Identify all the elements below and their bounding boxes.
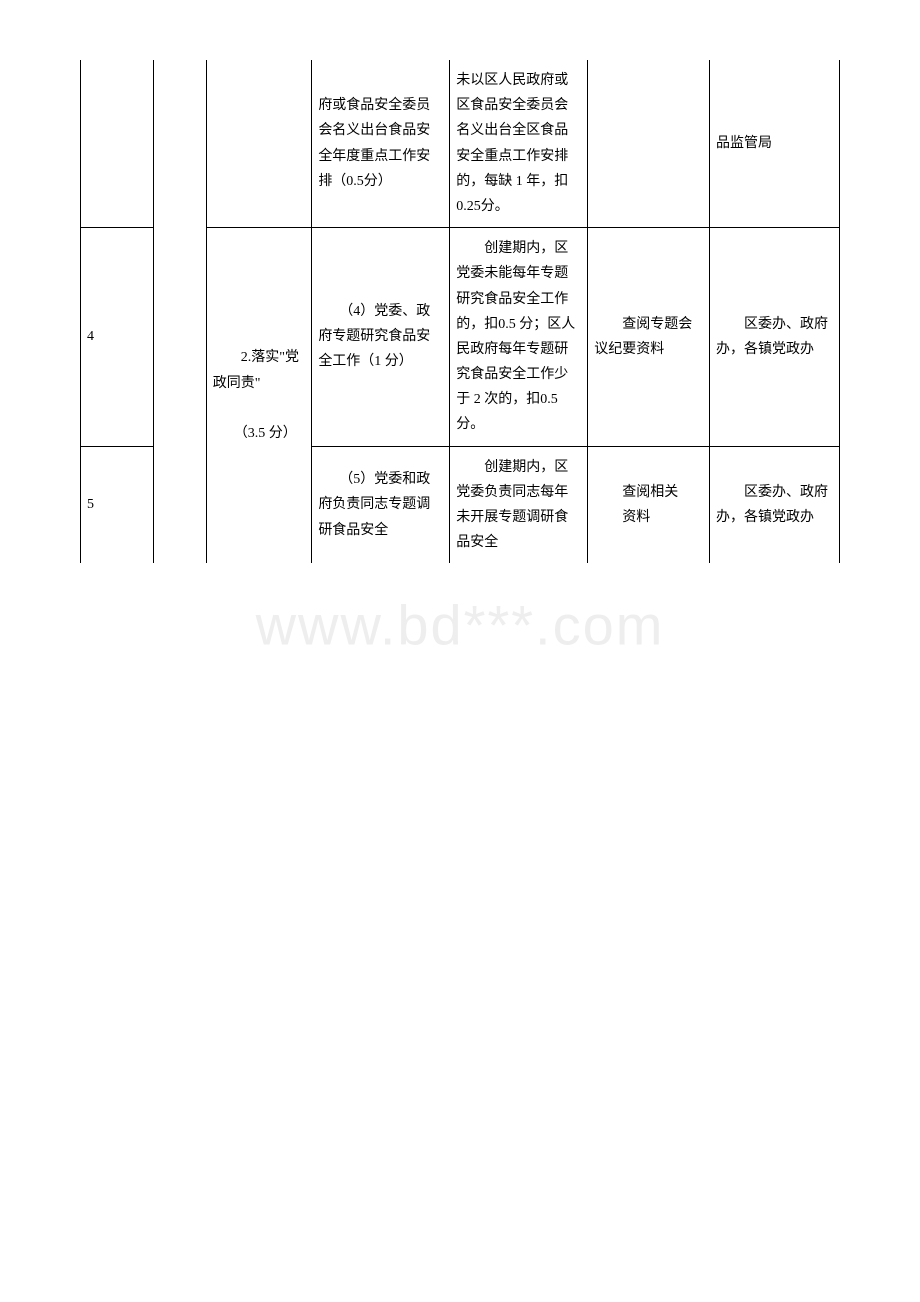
- dept-cell: 品监管局: [710, 60, 840, 228]
- requirement-cell: （5）党委和政府负责同志专题调研食品安全: [312, 446, 450, 563]
- assessment-table: 府或食品安全委员会名义出台食品安全年度重点工作安排（0.5分） 未以区人民政府或…: [80, 60, 840, 563]
- method-cell: 查阅专题会议纪要资料: [588, 228, 710, 447]
- deduction-cell: 创建期内，区党委未能每年专题研究食品安全工作的，扣0.5 分；区人民政府每年专题…: [450, 228, 588, 447]
- item-cell: [206, 60, 312, 228]
- dept-cell: 区委办、政府办，各镇党政办: [710, 228, 840, 447]
- method-line: 资料: [594, 510, 650, 525]
- seq-cell: 5: [81, 446, 154, 563]
- deduction-cell: 创建期内，区党委负责同志每年未开展专题调研食品安全: [450, 446, 588, 563]
- item-line: （3.5 分）: [213, 426, 297, 441]
- table-row: 府或食品安全委员会名义出台食品安全年度重点工作安排（0.5分） 未以区人民政府或…: [81, 60, 840, 228]
- dept-cell: 区委办、政府办，各镇党政办: [710, 446, 840, 563]
- item-line: 2.落实"党政同责": [213, 350, 299, 390]
- requirement-cell: （4）党委、政府专题研究食品安全工作（1 分）: [312, 228, 450, 447]
- seq-cell: 4: [81, 228, 154, 447]
- method-cell: 查阅相关 资料: [588, 446, 710, 563]
- method-line: 查阅相关: [594, 485, 678, 500]
- watermark-text: www.bd***.com: [256, 592, 665, 657]
- item-cell: 2.落实"党政同责" （3.5 分）: [206, 228, 312, 564]
- method-cell: [588, 60, 710, 228]
- seq-cell: [81, 60, 154, 228]
- deduction-cell: 未以区人民政府或区食品安全委员会名义出台全区食品安全重点工作安排的，每缺 1 年…: [450, 60, 588, 228]
- category-cell: [154, 60, 207, 563]
- requirement-cell: 府或食品安全委员会名义出台食品安全年度重点工作安排（0.5分）: [312, 60, 450, 228]
